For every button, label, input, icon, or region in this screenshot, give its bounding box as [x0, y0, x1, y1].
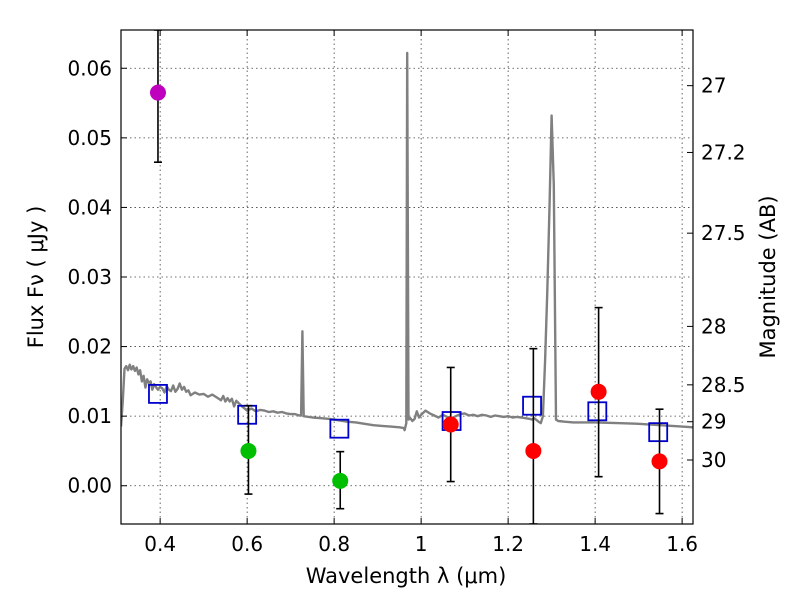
x-axis-label: Wavelength λ (μm) — [306, 564, 507, 588]
grid-lines — [121, 30, 693, 524]
y-tick-label: 0.05 — [67, 126, 112, 150]
y-tick-label: 0.00 — [67, 474, 112, 498]
model-photometry-square — [648, 422, 669, 443]
y-axis-label: Flux Fν ( μJy ) — [24, 206, 48, 349]
model-photometry-square — [148, 383, 168, 404]
red-observations-point — [651, 453, 668, 470]
y-tick-label: 0.03 — [67, 265, 112, 289]
model-photometry-square — [329, 418, 350, 439]
y-tick-label: 0.04 — [67, 195, 112, 219]
plot-area — [121, 30, 693, 524]
y2-tick-label: 29 — [701, 410, 726, 434]
y-tick-label: 0.06 — [67, 56, 112, 80]
green-observations-point — [332, 472, 349, 489]
y2-tick-label: 28.5 — [701, 373, 746, 397]
model-spectrum-line — [121, 51, 693, 432]
y2-tick-label: 27 — [701, 74, 726, 98]
model-photometry-square — [587, 401, 608, 422]
red-observations-point — [590, 383, 607, 400]
y-axis-flux: 0.00 0.01 0.02 0.03 0.04 0.05 0.06 — [67, 56, 127, 498]
y2-tick-label: 30 — [701, 448, 726, 472]
y2-tick-label: 28 — [701, 314, 726, 338]
red-observations-point — [442, 416, 459, 433]
x-tick-label: 1 — [415, 532, 428, 556]
x-tick-label: 0.4 — [144, 532, 176, 556]
x-tick-label: 1.2 — [492, 532, 524, 556]
error-bar — [529, 347, 538, 524]
x-tick-label: 1.4 — [579, 532, 611, 556]
y2-tick-label: 27.2 — [701, 140, 746, 164]
y2-axis-label: Magnitude (AB) — [756, 195, 780, 358]
x-tick-label: 0.8 — [318, 532, 350, 556]
x-tick-label: 0.6 — [231, 532, 263, 556]
purple-observation-point — [149, 84, 166, 101]
y-tick-label: 0.02 — [67, 335, 112, 359]
green-observations-point — [240, 442, 257, 459]
y-tick-label: 0.01 — [67, 404, 112, 428]
y2-tick-label: 27.5 — [701, 221, 746, 245]
y-axis-magnitude: 27 27.2 27.5 28 28.5 29 30 — [687, 74, 746, 472]
x-axis: 0.4 0.6 0.8 1 1.2 1.4 1.6 — [144, 30, 698, 556]
model-photometry-square — [522, 395, 542, 416]
x-tick-label: 1.6 — [666, 532, 698, 556]
red-observations-point — [525, 442, 542, 459]
